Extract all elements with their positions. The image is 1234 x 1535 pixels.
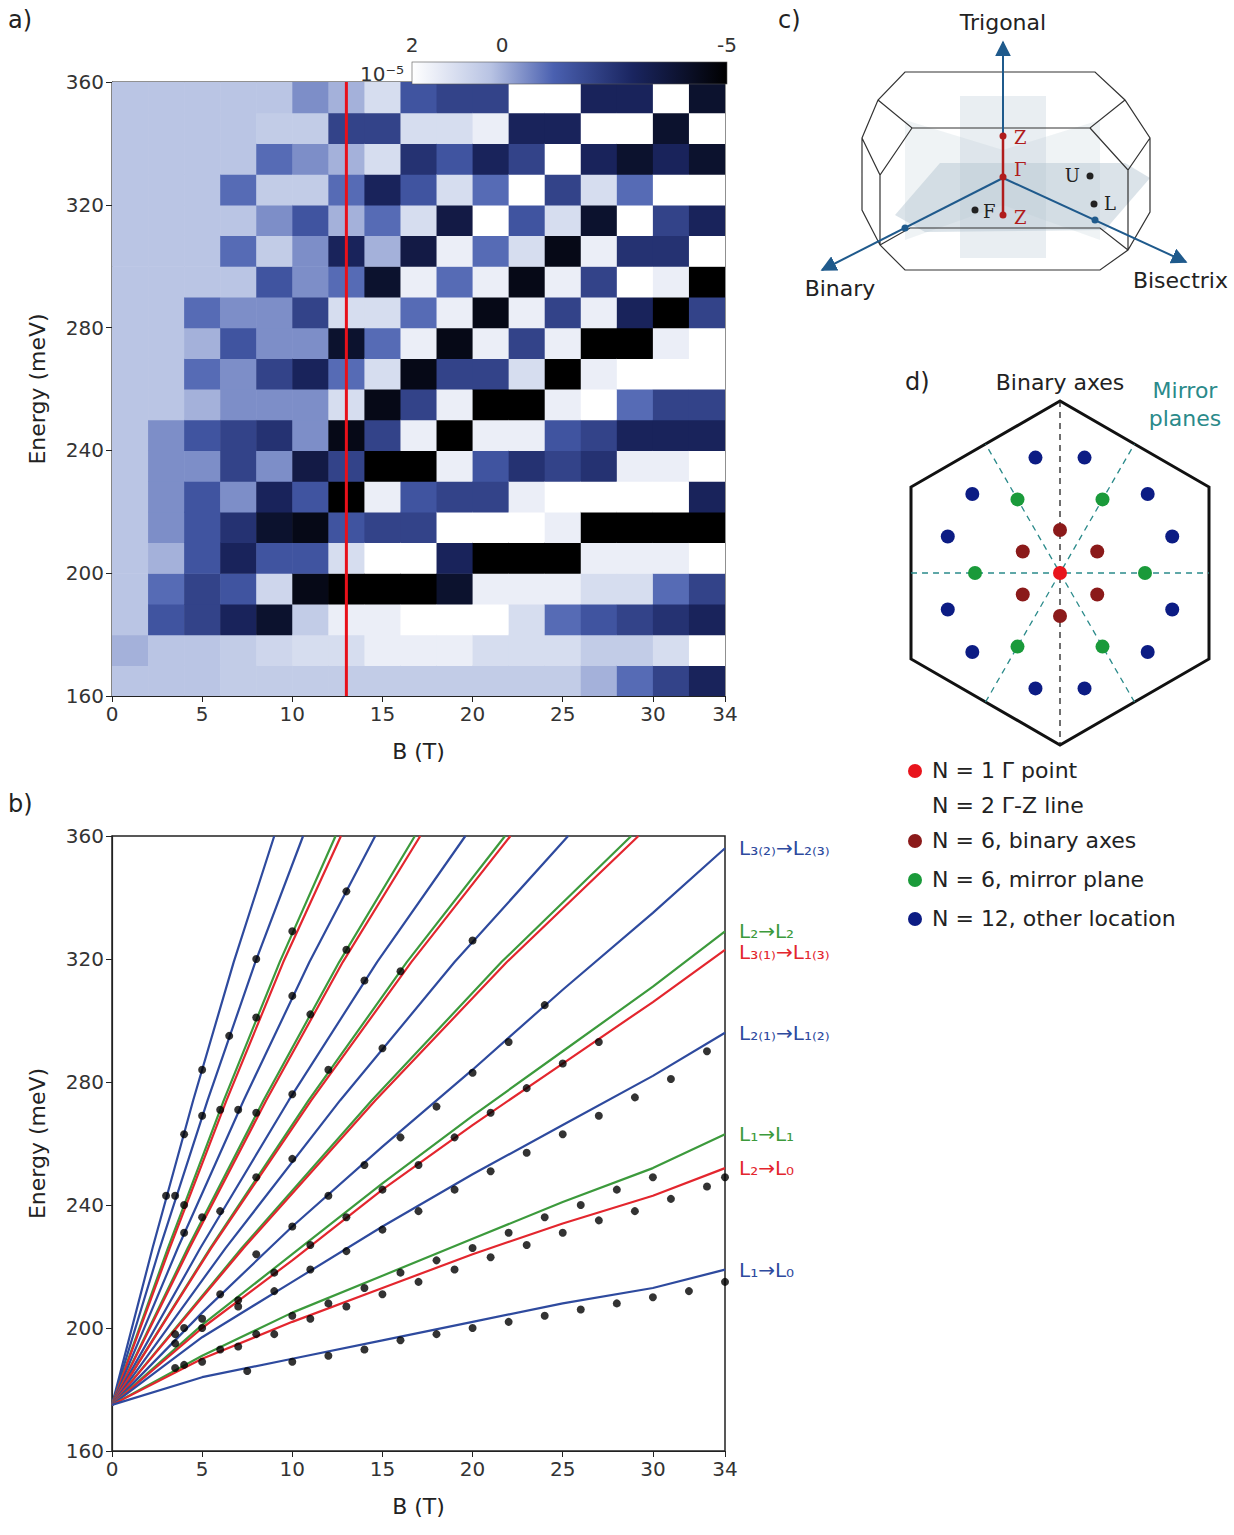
svg-text:Energy (meV): Energy (meV) — [25, 1068, 50, 1219]
svg-text:a): a) — [8, 6, 32, 34]
svg-text:Energy (meV): Energy (meV) — [25, 313, 50, 464]
svg-text:Mirror: Mirror — [1153, 378, 1219, 403]
svg-text:N = 6, binary axes: N = 6, binary axes — [932, 828, 1136, 853]
svg-text:b): b) — [8, 790, 33, 818]
svg-text:L: L — [1104, 193, 1116, 214]
svg-text:B (T): B (T) — [392, 1494, 445, 1519]
svg-text:320: 320 — [66, 193, 104, 217]
svg-text:280: 280 — [66, 316, 104, 340]
svg-text:L₁→L₀: L₁→L₀ — [739, 1258, 794, 1282]
svg-text:320: 320 — [66, 947, 104, 971]
svg-text:0: 0 — [106, 702, 119, 726]
svg-text:-5: -5 — [717, 33, 737, 57]
svg-text:20: 20 — [460, 1457, 485, 1481]
svg-text:L₂→L₂: L₂→L₂ — [739, 919, 794, 943]
svg-text:L₂₍₁₎→L₁₍₂₎: L₂₍₁₎→L₁₍₂₎ — [739, 1021, 830, 1045]
svg-text:15: 15 — [370, 1457, 395, 1481]
svg-text:L₂→L₀: L₂→L₀ — [739, 1156, 794, 1180]
svg-text:240: 240 — [66, 438, 104, 462]
svg-text:L₃₍₂₎→L₂₍₃₎: L₃₍₂₎→L₂₍₃₎ — [739, 836, 830, 860]
svg-text:34: 34 — [712, 702, 737, 726]
svg-text:280: 280 — [66, 1070, 104, 1094]
svg-text:5: 5 — [196, 1457, 209, 1481]
svg-text:20: 20 — [460, 702, 485, 726]
svg-text:F: F — [983, 201, 996, 222]
svg-text:d): d) — [905, 368, 930, 396]
svg-text:30: 30 — [640, 702, 665, 726]
svg-text:L₁→L₁: L₁→L₁ — [739, 1122, 794, 1146]
svg-text:N = 12, other location: N = 12, other location — [932, 906, 1176, 931]
svg-text:U: U — [1065, 165, 1080, 186]
svg-text:B (T): B (T) — [392, 739, 445, 764]
svg-text:0: 0 — [106, 1457, 119, 1481]
svg-text:Z: Z — [1014, 127, 1027, 148]
svg-text:10⁻⁵: 10⁻⁵ — [360, 62, 404, 86]
svg-text:360: 360 — [66, 70, 104, 94]
svg-text:Binary axes: Binary axes — [996, 370, 1125, 395]
svg-text:10: 10 — [280, 1457, 305, 1481]
svg-text:Binary: Binary — [805, 276, 876, 301]
svg-text:15: 15 — [370, 702, 395, 726]
svg-text:c): c) — [778, 6, 801, 34]
svg-text:N = 2 Γ-Z line: N = 2 Γ-Z line — [932, 793, 1084, 818]
svg-text:L₃₍₁₎→L₁₍₃₎: L₃₍₁₎→L₁₍₃₎ — [739, 940, 830, 964]
svg-text:200: 200 — [66, 1316, 104, 1340]
svg-text:34: 34 — [712, 1457, 737, 1481]
svg-text:planes: planes — [1149, 406, 1222, 431]
svg-text:160: 160 — [66, 684, 104, 708]
svg-text:N = 6, mirror plane: N = 6, mirror plane — [932, 867, 1144, 892]
svg-text:N = 1 Γ point: N = 1 Γ point — [932, 758, 1078, 783]
svg-text:160: 160 — [66, 1439, 104, 1463]
svg-text:360: 360 — [66, 824, 104, 848]
svg-text:Z: Z — [1014, 207, 1027, 228]
svg-text:2: 2 — [406, 33, 419, 57]
svg-text:30: 30 — [640, 1457, 665, 1481]
svg-text:Γ: Γ — [1014, 159, 1027, 180]
svg-text:25: 25 — [550, 1457, 575, 1481]
svg-text:240: 240 — [66, 1193, 104, 1217]
svg-text:25: 25 — [550, 702, 575, 726]
svg-text:10: 10 — [280, 702, 305, 726]
svg-text:5: 5 — [196, 702, 209, 726]
svg-text:Trigonal: Trigonal — [959, 10, 1046, 35]
svg-text:0: 0 — [496, 33, 509, 57]
svg-text:200: 200 — [66, 561, 104, 585]
svg-text:Bisectrix: Bisectrix — [1133, 268, 1228, 293]
